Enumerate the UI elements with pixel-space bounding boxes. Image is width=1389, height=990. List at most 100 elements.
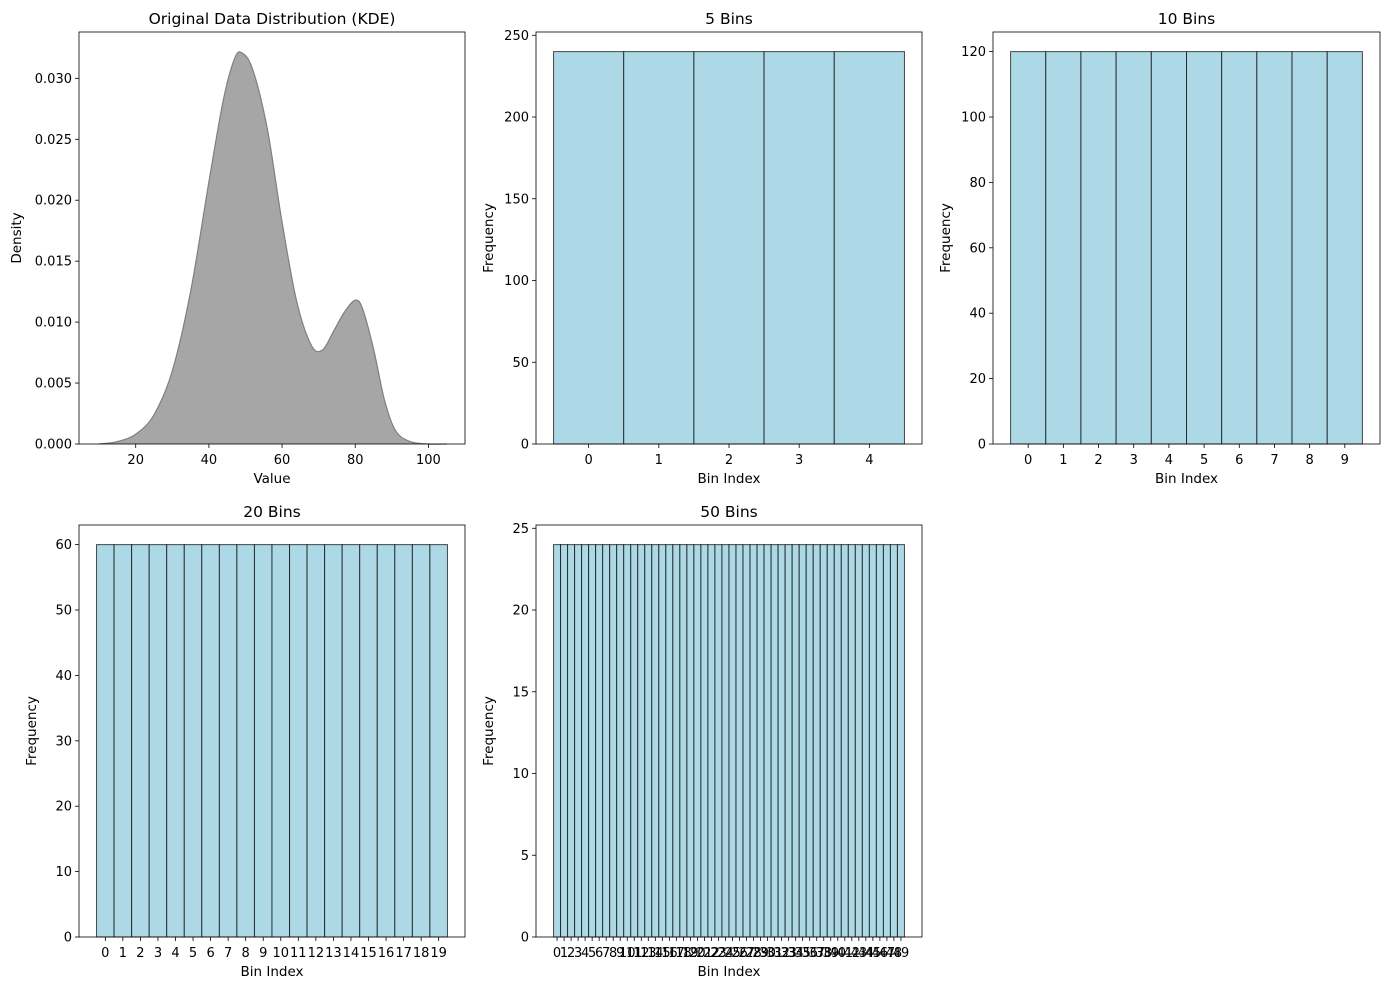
x-tick-label: 12 [633, 946, 650, 961]
bar [1115, 51, 1152, 445]
bar [784, 544, 793, 938]
bar [623, 51, 695, 445]
chart-title: Original Data Distribution (KDE) [149, 10, 396, 28]
y-tick-label: 15 [512, 685, 529, 700]
bar [644, 544, 653, 938]
x-tick-label: 12 [308, 946, 325, 961]
y-tick-label: 50 [512, 356, 529, 371]
bar [1150, 51, 1188, 445]
x-tick-label: 41 [837, 946, 854, 961]
x-tick-label: 4 [1165, 453, 1173, 468]
bins-50-panel: 0123456789101112131415161718192021222324… [481, 503, 923, 980]
bar [429, 544, 448, 938]
x-tick-label: 5 [588, 946, 596, 961]
bar [651, 544, 660, 938]
bar [289, 544, 308, 938]
y-tick-label: 20 [55, 800, 72, 815]
x-tick-label: 2 [567, 946, 575, 961]
bar [686, 544, 695, 938]
bins-20-panel: 0 1 2 3 4 5 6 7 8 9 10 11 12 13 14 15 16 17 18 190102030405… [24, 503, 466, 980]
bar [630, 544, 639, 938]
x-tick-label: 4 [865, 453, 873, 468]
y-tick-label: 200 [504, 111, 529, 126]
x-tick-label: 23 [710, 946, 727, 961]
bar [1010, 51, 1047, 445]
bar [616, 544, 625, 938]
bar [166, 544, 185, 938]
bar [833, 544, 842, 938]
y-tick-label: 0.030 [35, 72, 72, 87]
x-tick-label: 44 [858, 946, 875, 961]
x-tick-label: 3 [574, 946, 582, 961]
x-tick-label: 10 [272, 946, 289, 961]
bar [819, 544, 828, 938]
bar [854, 544, 863, 938]
x-tick-label: 19 [430, 946, 447, 961]
bar [113, 544, 133, 938]
x-tick-label: 21 [696, 946, 713, 961]
x-tick-label: 24 [717, 946, 734, 961]
bar [770, 544, 779, 938]
y-tick-label: 30 [55, 734, 72, 749]
x-tick-label: 47 [879, 946, 896, 961]
x-tick-label: 7 [224, 946, 232, 961]
y-tick-label: 0.015 [35, 255, 72, 270]
bar [359, 544, 378, 938]
y-tick-label: 60 [969, 241, 986, 256]
y-tick-label: 40 [55, 669, 72, 684]
bar [805, 544, 814, 938]
x-tick-label: 15 [654, 946, 671, 961]
bar [637, 544, 646, 938]
x-tick-label: 11 [290, 946, 307, 961]
x-tick-label: 9 [616, 946, 624, 961]
y-tick-label: 120 [961, 45, 986, 60]
bar [658, 544, 667, 938]
x-tick-label: 14 [343, 946, 360, 961]
bar [861, 544, 870, 938]
x-tick-label: 80 [347, 453, 364, 468]
bar [96, 544, 115, 938]
x-tick-label: 46 [872, 946, 889, 961]
x-tick-label: 1 [1059, 453, 1067, 468]
x-tick-label: 17 [395, 946, 412, 961]
bar [693, 51, 765, 445]
x-tick-label: 19 [682, 946, 699, 961]
bar [609, 544, 618, 938]
bar [341, 544, 361, 938]
x-tick-label: 42 [844, 946, 861, 961]
x-axis-label: Bin Index [697, 471, 760, 487]
bar [553, 51, 625, 445]
y-tick-label: 25 [512, 522, 529, 537]
bar [271, 544, 291, 938]
bar [581, 544, 590, 938]
x-tick-label: 9 [1341, 453, 1349, 468]
y-axis-label: Frequency [481, 203, 497, 273]
x-tick-label: 1 [560, 946, 568, 961]
kde-curve [99, 51, 447, 445]
bar [1221, 51, 1258, 445]
y-tick-label: 250 [504, 29, 529, 44]
x-tick-label: 38 [815, 946, 832, 961]
bar [1326, 51, 1363, 445]
x-tick-label: 5 [189, 946, 197, 961]
bar [756, 544, 765, 938]
x-tick-label: 9 [259, 946, 267, 961]
x-tick-label: 8 [609, 946, 617, 961]
bar [791, 544, 800, 938]
x-tick-label: 16 [378, 946, 395, 961]
x-tick-label: 8 [1305, 453, 1313, 468]
bar [868, 544, 877, 938]
bar [833, 51, 905, 445]
bar [812, 544, 821, 938]
bar [840, 544, 849, 938]
bar [700, 544, 709, 938]
bar [875, 544, 884, 938]
bar [218, 544, 238, 938]
x-tick-label: 20 [689, 946, 706, 961]
x-tick-label: 2 [1094, 453, 1102, 468]
bar [1045, 51, 1082, 445]
bar [749, 544, 758, 938]
x-tick-label: 29 [752, 946, 769, 961]
x-tick-label: 36 [801, 946, 818, 961]
